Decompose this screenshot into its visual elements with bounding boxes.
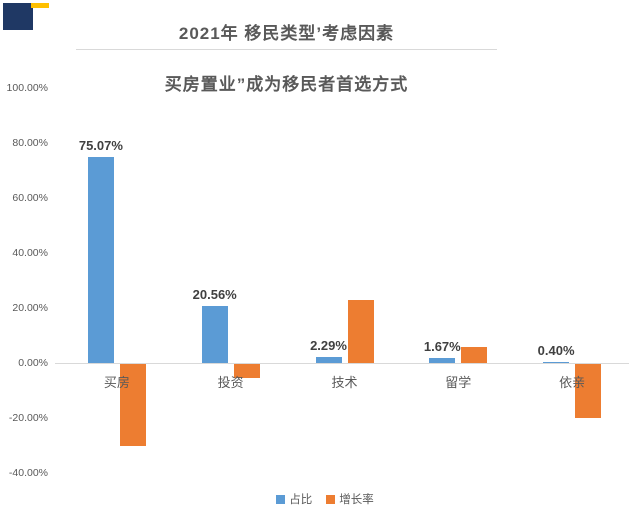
chart-subtitle: 买房置业”成为移民者首选方式 [164, 75, 409, 94]
category-label-2: 投资 [217, 375, 244, 390]
bar-growth-rate-4 [461, 346, 488, 363]
brand-logo-gold-bar-icon [31, 3, 49, 8]
category-label-1: 买房 [103, 375, 130, 390]
title-divider [76, 49, 497, 50]
zero-axis-line [55, 363, 629, 364]
brand-logo-navy-square-icon [3, 3, 33, 30]
data-label-2: 20.56% [192, 287, 237, 303]
bar-growth-rate-3 [347, 300, 374, 363]
bar-growth-rate-2 [233, 364, 260, 379]
category-label-5: 依亲 [559, 375, 586, 390]
y-axis-tick-label: 80.00% [12, 137, 48, 149]
legend-label: 占比 [289, 494, 313, 506]
data-label-1: 75.07% [78, 137, 123, 153]
chart-legend: 占比 增长率 [0, 491, 629, 507]
bar-growth-rate-1 [119, 364, 146, 446]
category-label-4: 留学 [445, 375, 472, 390]
bar-proportion-2 [201, 306, 228, 363]
data-label-3: 2.29% [310, 337, 347, 353]
legend-item: 增长率 [326, 491, 374, 507]
legend-swatch-icon [326, 494, 336, 504]
category-label-3: 技术 [331, 375, 358, 390]
y-axis-tick-label: -40.00% [8, 467, 48, 479]
data-label-5: 0.40% [537, 342, 575, 358]
y-axis-tick-label: 0.00% [18, 357, 48, 369]
data-label-4: 1.67% [423, 339, 461, 355]
bar-proportion-5 [543, 361, 570, 363]
bar-proportion-1 [87, 156, 114, 363]
bar-proportion-4 [429, 358, 456, 363]
legend-swatch-icon [276, 494, 286, 504]
bar-proportion-3 [315, 356, 342, 363]
chart-title: 2021年 移民类型’考虑因素 [178, 24, 395, 43]
y-axis-tick-label: -20.00% [8, 412, 48, 424]
legend-label: 增长率 [339, 494, 374, 506]
y-axis-tick-label: 100.00% [6, 82, 48, 94]
legend-item: 占比 [276, 491, 312, 507]
y-axis-tick-label: 60.00% [12, 192, 48, 204]
y-axis-tick-label: 40.00% [12, 247, 48, 259]
y-axis-tick-label: 20.00% [12, 302, 48, 314]
bar-growth-rate-5 [575, 364, 602, 418]
